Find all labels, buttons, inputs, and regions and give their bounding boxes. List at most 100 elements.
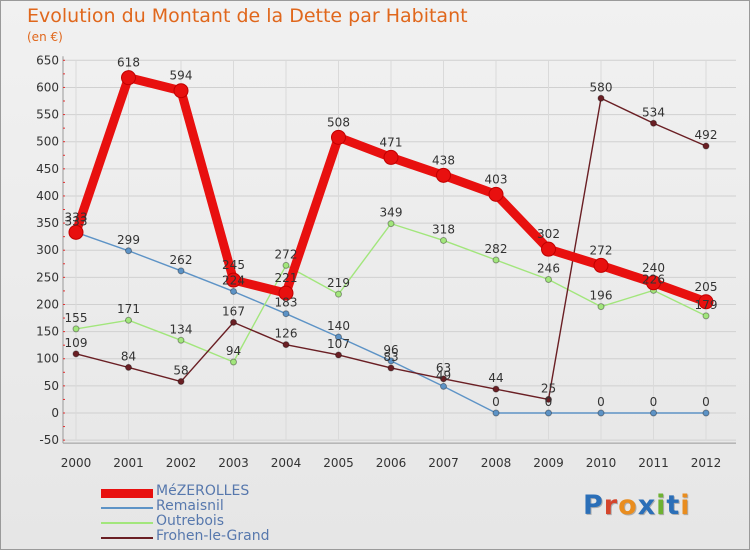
data-point	[387, 220, 395, 228]
data-point	[488, 186, 504, 202]
y-tick-label: 350	[36, 216, 59, 230]
data-label: 94	[226, 344, 241, 358]
data-label: 618	[117, 56, 140, 70]
data-point	[121, 70, 136, 86]
data-label: 272	[590, 243, 613, 257]
y-tick-label: 650	[36, 53, 59, 67]
data-label: 171	[117, 302, 140, 316]
y-tick-label: 0	[51, 406, 59, 420]
x-tick-label: 2009	[533, 456, 564, 470]
x-tick-label: 2011	[638, 456, 669, 470]
data-label: 349	[380, 206, 403, 220]
data-label: 299	[117, 233, 140, 247]
data-label: 0	[597, 395, 605, 409]
logo-letter: x	[637, 490, 657, 521]
data-point	[593, 257, 609, 273]
data-point	[230, 318, 237, 326]
data-label: 0	[492, 395, 500, 409]
data-label: 224	[222, 273, 245, 287]
data-point	[440, 382, 447, 390]
data-label: 183	[275, 296, 298, 310]
y-tick-label: 300	[36, 243, 59, 257]
x-tick-label: 2004	[271, 456, 302, 470]
data-label: 0	[650, 395, 658, 409]
data-label: 240	[642, 261, 665, 275]
logo-letter: i	[656, 490, 667, 521]
y-tick-label: 600	[36, 80, 59, 94]
data-label: 302	[537, 227, 560, 241]
data-label: 226	[642, 272, 665, 286]
data-point	[440, 375, 447, 383]
chart-title: Evolution du Montant de la Dette par Hab…	[27, 5, 468, 27]
logo-letter: P	[583, 490, 604, 521]
data-label: 58	[173, 364, 188, 378]
data-point	[173, 83, 189, 99]
data-label: 49	[436, 368, 451, 382]
y-tick-label: -50	[39, 433, 59, 447]
data-point	[702, 409, 710, 417]
data-point	[492, 256, 500, 264]
data-label: 126	[275, 327, 298, 341]
y-tick-label: 200	[36, 297, 59, 311]
legend-swatch	[101, 488, 153, 498]
data-label: 167	[222, 304, 245, 318]
legend-swatch	[101, 507, 153, 509]
y-tick-label: 50	[44, 379, 59, 393]
data-label: 594	[170, 69, 193, 83]
y-tick-label: 450	[36, 162, 59, 176]
data-point	[72, 350, 80, 358]
x-tick-label: 2001	[113, 456, 144, 470]
x-tick-label: 2010	[586, 456, 617, 470]
data-label: 246	[537, 262, 560, 276]
proxiti-logo: Proxiti	[583, 490, 691, 521]
y-tick-label: 550	[36, 108, 59, 122]
y-tick-label: 500	[36, 135, 59, 149]
legend-label: Frohen-le-Grand	[156, 528, 270, 544]
data-label: 196	[590, 289, 613, 303]
x-tick-label: 2012	[691, 456, 722, 470]
data-point	[177, 267, 185, 275]
data-label: 179	[695, 298, 718, 312]
data-point	[125, 247, 132, 255]
legend-label: Outrebois	[156, 513, 225, 529]
data-label: 438	[432, 153, 455, 167]
data-point	[545, 276, 552, 284]
data-point	[72, 325, 80, 333]
data-point	[436, 167, 451, 183]
data-label: 25	[541, 381, 556, 395]
x-tick-label: 2005	[323, 456, 354, 470]
data-point	[492, 385, 500, 393]
x-tick-label: 2006	[376, 456, 407, 470]
data-label: 245	[222, 258, 245, 272]
data-point	[335, 351, 342, 359]
logo-letter: t	[666, 490, 681, 521]
data-label: 134	[170, 322, 193, 336]
data-point	[597, 94, 605, 102]
data-point	[440, 236, 447, 244]
data-label: 0	[702, 395, 710, 409]
data-label: 219	[327, 276, 350, 290]
data-point	[177, 378, 185, 386]
data-point	[230, 287, 237, 295]
data-label: 0	[545, 395, 553, 409]
logo-letter: r	[603, 490, 619, 521]
data-point	[702, 142, 710, 150]
y-tick-label: 100	[36, 352, 59, 366]
y-tick-label: 150	[36, 325, 59, 339]
data-label: 282	[485, 242, 508, 256]
x-tick-label: 2000	[61, 456, 92, 470]
chart-subtitle: (en €)	[27, 30, 63, 44]
y-tick-label: 250	[36, 270, 59, 284]
data-point	[282, 261, 290, 269]
data-point	[646, 275, 661, 291]
data-label: 333	[65, 214, 88, 228]
data-point	[335, 333, 342, 341]
data-label: 44	[488, 371, 503, 385]
data-label: 140	[327, 319, 350, 333]
data-point	[278, 285, 294, 301]
data-label: 262	[170, 253, 193, 267]
data-point	[125, 316, 132, 324]
data-label: 84	[121, 349, 136, 363]
y-tick-label: 400	[36, 189, 59, 203]
